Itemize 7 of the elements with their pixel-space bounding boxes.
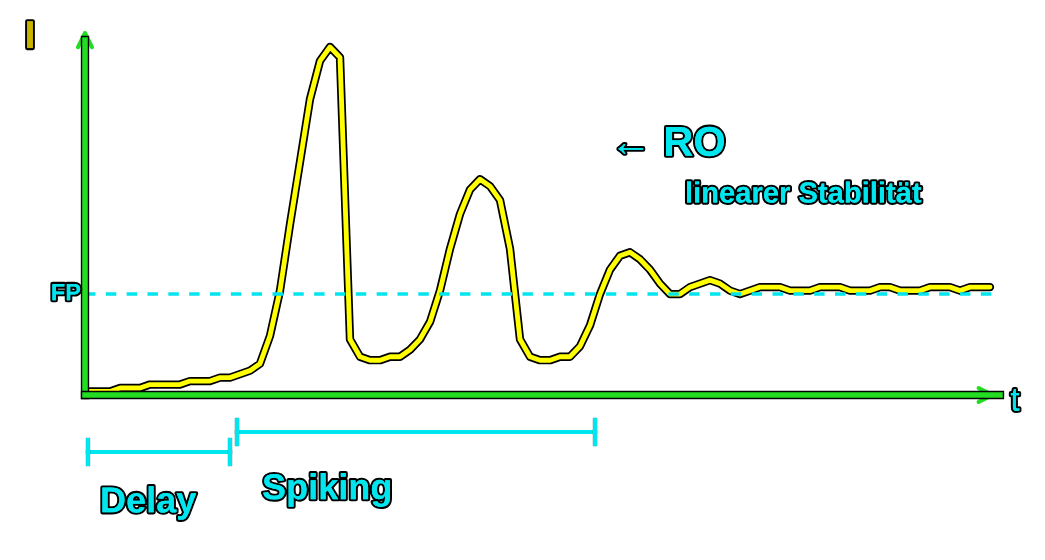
annotation: ← RO	[618, 126, 724, 157]
annotation: linearer Stabilität	[687, 181, 922, 203]
text: Spiking	[263, 473, 390, 507]
ref-line-label: FP	[52, 283, 81, 301]
y-axis-title: I	[27, 21, 33, 49]
text: Delay	[102, 486, 197, 520]
x-axis-title: t	[1010, 389, 1020, 411]
